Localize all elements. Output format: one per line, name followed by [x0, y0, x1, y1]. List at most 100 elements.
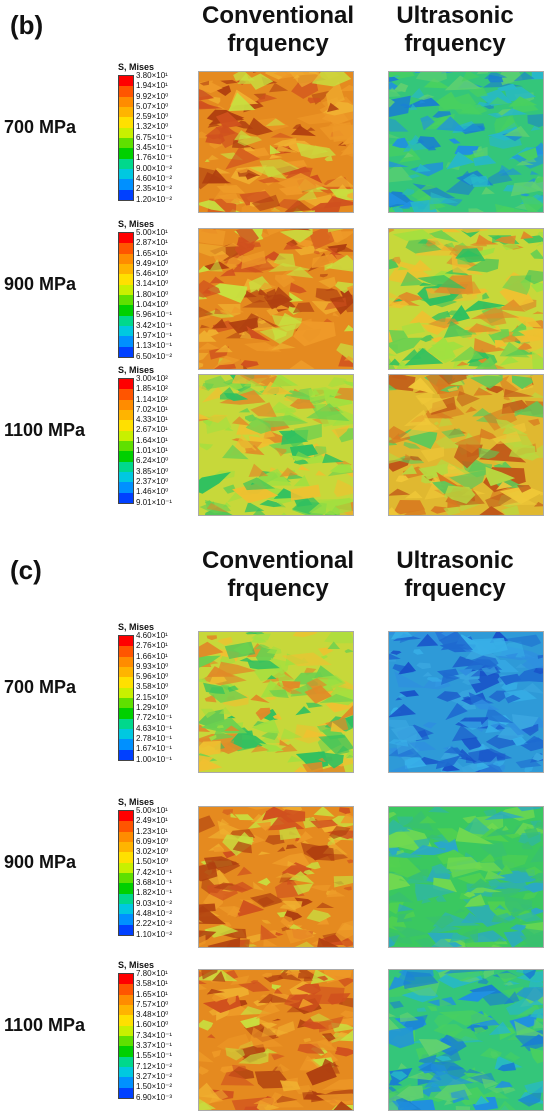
legend-value: 1.13×10⁻¹	[136, 341, 172, 351]
legend-swatch	[119, 431, 133, 441]
legend-color-bar	[118, 378, 134, 504]
legend-swatch	[119, 1015, 133, 1025]
legend-swatch	[119, 138, 133, 148]
legend-value: 3.42×10⁻¹	[136, 321, 172, 331]
ultrasonic-contour-plot	[388, 631, 544, 773]
legend-value: 7.12×10⁻²	[136, 1062, 172, 1072]
stress-contour-map	[199, 632, 353, 772]
stress-contour-map	[199, 229, 353, 369]
legend-value: 6.90×10⁻³	[136, 1093, 172, 1103]
legend-swatch	[119, 739, 133, 749]
legend-value: 1.66×10¹	[136, 652, 172, 662]
legend-value: 9.92×10⁰	[136, 92, 172, 102]
legend-swatch	[119, 254, 133, 264]
row-label-pressure: 900 MPa	[4, 852, 76, 873]
legend-swatch	[119, 472, 133, 482]
stress-contour-map	[389, 807, 543, 947]
legend-value: 1.60×10⁰	[136, 1020, 172, 1030]
legend-value: 1.80×10⁰	[136, 290, 172, 300]
legend-value: 2.37×10⁰	[136, 477, 172, 487]
legend-value: 3.48×10⁰	[136, 1010, 172, 1020]
legend-value: 9.93×10⁰	[136, 662, 172, 672]
legend-swatch	[119, 86, 133, 96]
legend-swatch	[119, 984, 133, 994]
legend-color-bar	[118, 232, 134, 358]
legend-value: 5.96×10⁰	[136, 672, 172, 682]
legend-swatch	[119, 159, 133, 169]
legend-swatch	[119, 811, 133, 821]
legend-swatch	[119, 274, 133, 284]
legend-swatch	[119, 441, 133, 451]
contour-patch	[199, 741, 221, 755]
legend-value: 9.49×10⁰	[136, 259, 172, 269]
legend-value: 3.27×10⁻²	[136, 1072, 172, 1082]
legend-value: 1.64×10¹	[136, 436, 172, 446]
legend-swatch	[119, 925, 133, 935]
legend-swatch	[119, 863, 133, 873]
legend-swatch	[119, 285, 133, 295]
column-title-conventional: Conventional frquency	[195, 547, 361, 603]
legend-value: 3.37×10⁻¹	[136, 1041, 172, 1051]
legend-swatch	[119, 646, 133, 656]
stress-contour-map	[199, 807, 353, 947]
legend-color-bar	[118, 810, 134, 936]
legend-swatch	[119, 688, 133, 698]
legend-swatch	[119, 1036, 133, 1046]
legend-value: 1.50×10⁰	[136, 857, 172, 867]
legend-swatch	[119, 76, 133, 86]
stress-contour-map	[199, 970, 353, 1110]
legend-swatch	[119, 451, 133, 461]
legend-swatch	[119, 128, 133, 138]
legend-swatch	[119, 708, 133, 718]
legend-value: 1.82×10⁻¹	[136, 888, 172, 898]
legend-swatch	[119, 698, 133, 708]
conventional-contour-plot	[198, 631, 354, 773]
stress-contour-map	[389, 632, 543, 772]
row-label-pressure: 700 MPa	[4, 117, 76, 138]
legend-swatch	[119, 190, 133, 200]
legend-value: 2.49×10¹	[136, 816, 172, 826]
legend-value: 1.65×10¹	[136, 990, 172, 1000]
legend-swatch	[119, 179, 133, 189]
legend-value: 5.07×10⁰	[136, 102, 172, 112]
legend-value: 1.46×10⁰	[136, 487, 172, 497]
legend-value: 1.14×10²	[136, 395, 172, 405]
legend-value: 5.96×10⁻¹	[136, 310, 172, 320]
legend-value: 3.58×10¹	[136, 979, 172, 989]
legend-swatch	[119, 264, 133, 274]
stress-contour-map	[199, 72, 353, 212]
legend-value: 7.80×10¹	[136, 969, 172, 979]
legend-swatch	[119, 657, 133, 667]
legend-swatch	[119, 873, 133, 883]
column-title-conventional: Conventional frquency	[195, 2, 361, 58]
conventional-contour-plot	[198, 806, 354, 948]
legend-value: 9.01×10⁻¹	[136, 498, 172, 508]
legend-color-bar	[118, 973, 134, 1099]
legend-value: 2.22×10⁻²	[136, 919, 172, 929]
legend-color-bar	[118, 75, 134, 201]
legend-value: 2.87×10¹	[136, 238, 172, 248]
legend-swatch	[119, 1067, 133, 1077]
legend-value: 3.45×10⁻¹	[136, 143, 172, 153]
legend-value: 6.50×10⁻²	[136, 352, 172, 362]
legend-value: 1.32×10⁰	[136, 122, 172, 132]
legend-swatch	[119, 97, 133, 107]
ultrasonic-contour-plot	[388, 228, 544, 370]
legend-value: 3.58×10⁰	[136, 682, 172, 692]
legend-swatch	[119, 974, 133, 984]
legend-value: 4.60×10¹	[136, 631, 172, 641]
stress-contour-map	[389, 72, 543, 212]
stress-contour-map	[389, 970, 543, 1110]
legend-swatch	[119, 842, 133, 852]
conventional-contour-plot	[198, 71, 354, 213]
legend-swatch	[119, 904, 133, 914]
legend-swatch	[119, 1026, 133, 1036]
legend-swatch	[119, 677, 133, 687]
legend-value: 4.60×10⁻²	[136, 174, 172, 184]
panel-label: (c)	[10, 555, 42, 586]
